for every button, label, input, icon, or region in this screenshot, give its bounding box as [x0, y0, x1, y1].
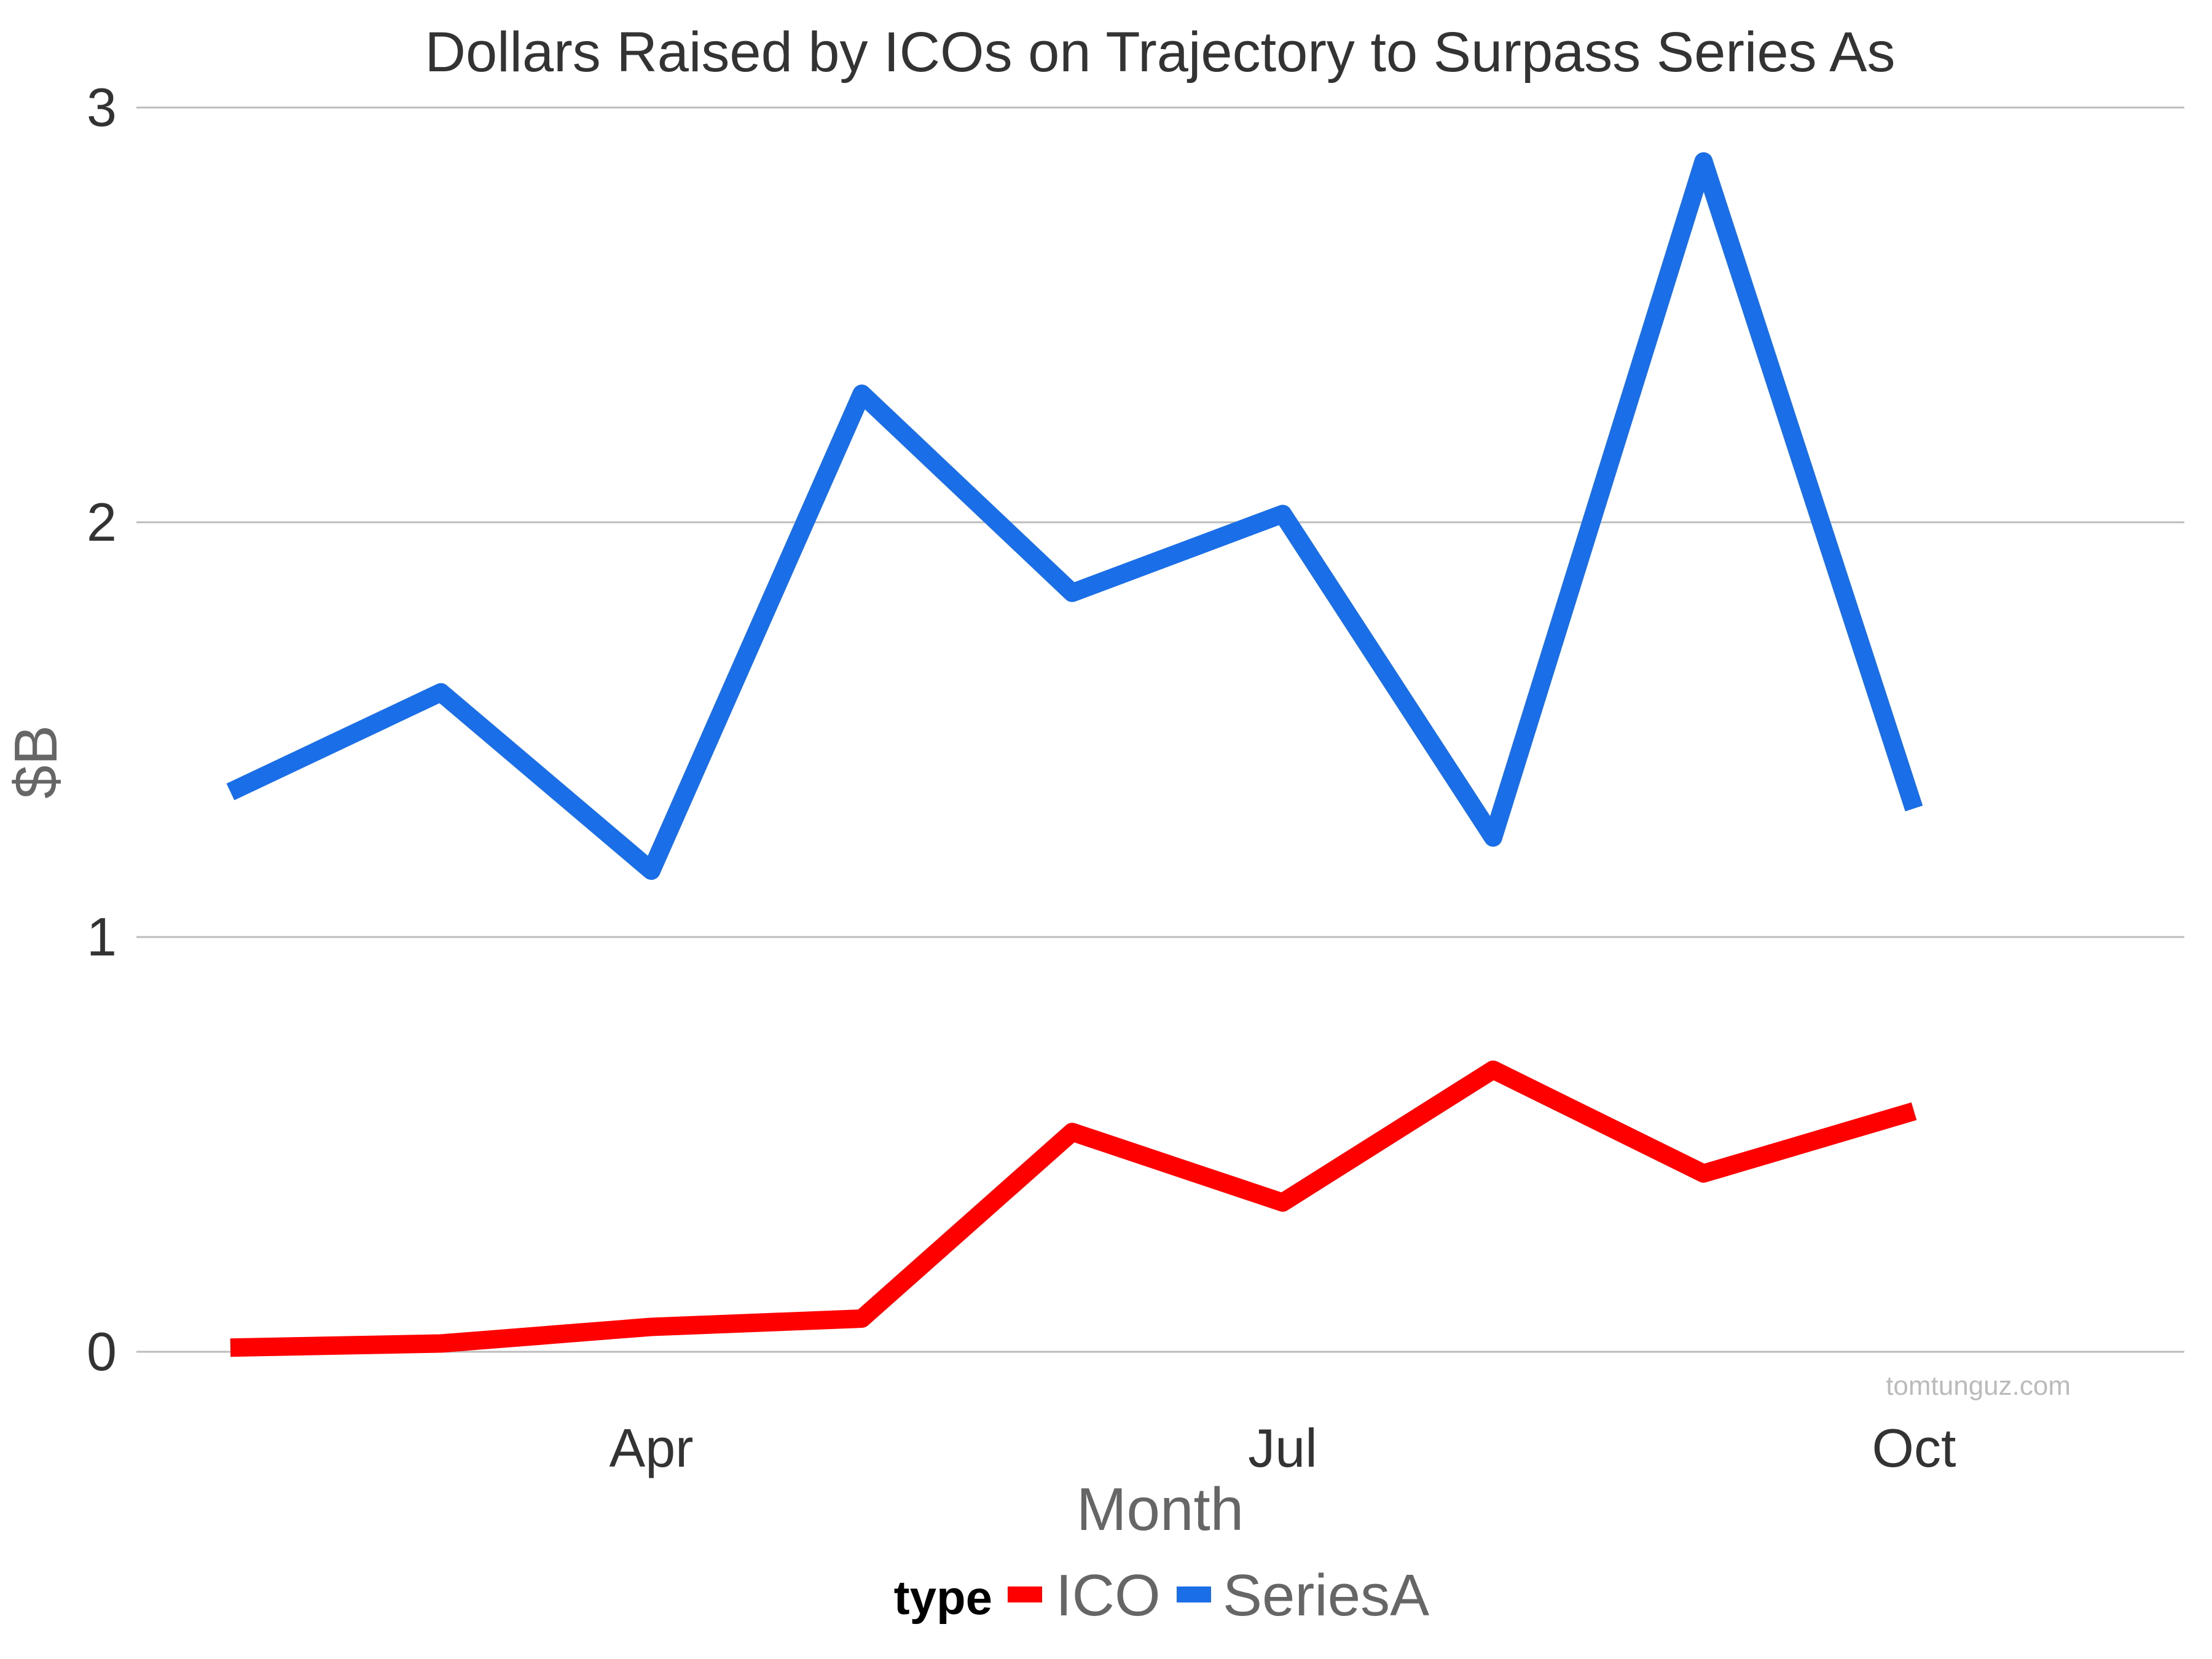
legend: type ICO SeriesA	[894, 1563, 1430, 1628]
text-layer: Dollars Raised by ICOs on Trajectory to …	[2, 21, 2071, 1543]
tick-layer: 0 1 2 3 Apr Jul Oct	[87, 77, 1956, 1478]
y-axis-label: $B	[2, 725, 69, 799]
legend-title: type	[894, 1571, 992, 1625]
y-tick-label-1: 1	[87, 906, 117, 967]
grid-layer	[136, 106, 2184, 1353]
x-axis-label: Month	[1077, 1475, 1244, 1543]
x-tick-label-oct: Oct	[1872, 1418, 1956, 1478]
legend-label-seriesa: SeriesA	[1223, 1563, 1429, 1628]
y-tick-label-0: 0	[87, 1321, 117, 1382]
legend-label-ico: ICO	[1056, 1563, 1161, 1628]
series-layer	[226, 152, 1923, 1357]
chart-title: Dollars Raised by ICOs on Trajectory to …	[425, 21, 1896, 84]
watermark: tomtunguz.com	[1886, 1371, 2071, 1401]
series-line-ico	[230, 1061, 1917, 1357]
x-tick-label-jul: Jul	[1248, 1418, 1317, 1478]
x-tick-label-apr: Apr	[610, 1418, 694, 1478]
y-tick-label-2: 2	[87, 492, 117, 552]
series-line-seriesa	[226, 152, 1923, 880]
legend-key-ico	[1008, 1586, 1042, 1602]
y-tick-label-3: 3	[87, 77, 117, 138]
legend-key-seriesa	[1177, 1586, 1211, 1602]
